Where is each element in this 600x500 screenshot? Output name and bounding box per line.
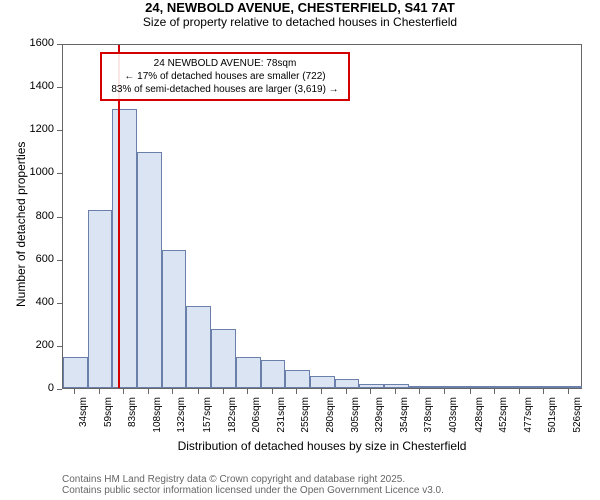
- xtick: [123, 389, 124, 394]
- ytick-label: 0: [0, 382, 54, 394]
- histogram-bar: [261, 360, 286, 388]
- annotation-box: 24 NEWBOLD AVENUE: 78sqm← 17% of detache…: [100, 52, 350, 101]
- xtick-label: 452sqm: [498, 397, 509, 441]
- histogram-bar: [483, 386, 508, 388]
- histogram-bar: [310, 376, 335, 388]
- ytick: [57, 260, 62, 261]
- x-axis-label: Distribution of detached houses by size …: [62, 439, 582, 453]
- xtick-label: 83sqm: [127, 397, 138, 441]
- xtick-label: 501sqm: [547, 397, 558, 441]
- xtick-label: 305sqm: [350, 397, 361, 441]
- histogram-bar: [63, 357, 88, 388]
- ytick-label: 400: [0, 296, 54, 308]
- annotation-line: 83% of semi-detached houses are larger (…: [107, 83, 343, 96]
- xtick: [172, 389, 173, 394]
- xtick: [321, 389, 322, 394]
- xtick-label: 206sqm: [251, 397, 262, 441]
- xtick-label: 132sqm: [176, 397, 187, 441]
- xtick: [470, 389, 471, 394]
- xtick-label: 182sqm: [227, 397, 238, 441]
- ytick-label: 1000: [0, 166, 54, 178]
- ytick-label: 1200: [0, 123, 54, 135]
- xtick: [74, 389, 75, 394]
- xtick: [99, 389, 100, 394]
- ytick-label: 600: [0, 253, 54, 265]
- xtick: [519, 389, 520, 394]
- xtick: [296, 389, 297, 394]
- ytick-label: 1400: [0, 80, 54, 92]
- ytick: [57, 217, 62, 218]
- footer-attribution: Contains HM Land Registry data © Crown c…: [62, 474, 444, 496]
- histogram-bar: [137, 152, 162, 388]
- ytick: [57, 346, 62, 347]
- xtick-label: 255sqm: [300, 397, 311, 441]
- xtick-label: 280sqm: [325, 397, 336, 441]
- xtick: [272, 389, 273, 394]
- xtick-label: 378sqm: [423, 397, 434, 441]
- annotation-line: ← 17% of detached houses are smaller (72…: [107, 70, 343, 83]
- footer-line-2: Contains public sector information licen…: [62, 485, 444, 496]
- xtick: [247, 389, 248, 394]
- ytick: [57, 173, 62, 174]
- xtick-label: 108sqm: [152, 397, 163, 441]
- xtick-label: 354sqm: [399, 397, 410, 441]
- histogram-bar: [508, 386, 533, 388]
- xtick: [223, 389, 224, 394]
- ytick: [57, 87, 62, 88]
- xtick-label: 403sqm: [448, 397, 459, 441]
- ytick: [57, 44, 62, 45]
- xtick: [419, 389, 420, 394]
- histogram-bar: [359, 384, 384, 388]
- xtick-label: 231sqm: [276, 397, 287, 441]
- xtick-label: 428sqm: [474, 397, 485, 441]
- histogram-bar: [433, 386, 458, 388]
- xtick: [444, 389, 445, 394]
- histogram-bar: [409, 386, 434, 388]
- xtick: [370, 389, 371, 394]
- histogram-bar: [236, 357, 261, 388]
- chart-title: 24, NEWBOLD AVENUE, CHESTERFIELD, S41 7A…: [0, 0, 600, 15]
- xtick: [568, 389, 569, 394]
- histogram-bar: [532, 386, 557, 388]
- xtick: [494, 389, 495, 394]
- ytick: [57, 389, 62, 390]
- histogram-bar: [112, 109, 137, 388]
- xtick-label: 477sqm: [523, 397, 534, 441]
- xtick-label: 157sqm: [202, 397, 213, 441]
- ytick: [57, 130, 62, 131]
- ytick-label: 200: [0, 339, 54, 351]
- histogram-bar: [557, 386, 582, 388]
- histogram-bar: [285, 370, 310, 388]
- histogram-bar: [335, 379, 360, 388]
- xtick-label: 526sqm: [572, 397, 583, 441]
- histogram-bar: [384, 384, 409, 388]
- ytick-label: 800: [0, 210, 54, 222]
- xtick: [543, 389, 544, 394]
- annotation-line: 24 NEWBOLD AVENUE: 78sqm: [107, 57, 343, 70]
- histogram-bar: [186, 306, 211, 388]
- histogram-bar: [88, 210, 113, 388]
- xtick: [148, 389, 149, 394]
- ytick-label: 1600: [0, 37, 54, 49]
- xtick: [198, 389, 199, 394]
- chart-subtitle: Size of property relative to detached ho…: [0, 15, 600, 29]
- xtick-label: 34sqm: [78, 397, 89, 441]
- xtick: [346, 389, 347, 394]
- histogram-bar: [211, 329, 236, 388]
- xtick-label: 329sqm: [374, 397, 385, 441]
- xtick: [395, 389, 396, 394]
- histogram-bar: [162, 250, 187, 388]
- footer-line-1: Contains HM Land Registry data © Crown c…: [62, 474, 444, 485]
- xtick-label: 59sqm: [103, 397, 114, 441]
- histogram-bar: [458, 386, 483, 388]
- ytick: [57, 303, 62, 304]
